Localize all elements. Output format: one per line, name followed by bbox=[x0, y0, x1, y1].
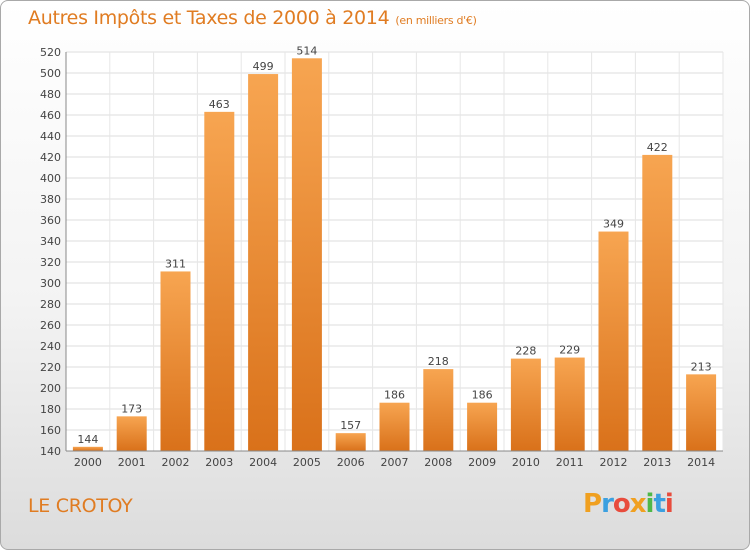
x-tick-label: 2013 bbox=[643, 456, 671, 469]
data-label: 499 bbox=[253, 60, 274, 73]
chart-title-text: Autres Impôts et Taxes de 2000 à 2014 bbox=[28, 7, 390, 29]
y-tick-label: 500 bbox=[40, 67, 61, 80]
x-tick-label: 2008 bbox=[424, 456, 452, 469]
bar bbox=[379, 402, 410, 451]
bar bbox=[248, 74, 279, 452]
y-tick-label: 140 bbox=[40, 445, 61, 458]
bar bbox=[423, 369, 454, 451]
chart-title: Autres Impôts et Taxes de 2000 à 2014 (en… bbox=[28, 7, 477, 29]
chart-subtitle: (en milliers d'€) bbox=[395, 14, 477, 27]
bar bbox=[160, 271, 191, 451]
y-tick-label: 360 bbox=[40, 214, 61, 227]
y-tick-label: 480 bbox=[40, 88, 61, 101]
y-tick-label: 240 bbox=[40, 340, 61, 353]
y-tick-label: 180 bbox=[40, 403, 61, 416]
x-tick-label: 2012 bbox=[600, 456, 628, 469]
y-tick-label: 460 bbox=[40, 109, 61, 122]
x-tick-label: 2009 bbox=[468, 456, 496, 469]
y-tick-label: 340 bbox=[40, 235, 61, 248]
y-tick-label: 380 bbox=[40, 193, 61, 206]
bar bbox=[598, 231, 629, 451]
x-tick-label: 2000 bbox=[74, 456, 102, 469]
bar bbox=[642, 154, 673, 451]
bar bbox=[335, 433, 366, 451]
x-tick-label: 2005 bbox=[293, 456, 321, 469]
x-tick-label: 2014 bbox=[687, 456, 715, 469]
data-label: 218 bbox=[428, 355, 449, 368]
x-tick-label: 2011 bbox=[556, 456, 584, 469]
bar bbox=[686, 374, 717, 451]
x-tick-label: 2004 bbox=[249, 456, 277, 469]
data-label: 157 bbox=[340, 419, 361, 432]
y-tick-label: 400 bbox=[40, 172, 61, 185]
bar bbox=[510, 358, 541, 451]
location-label: LE CROTOY bbox=[28, 495, 133, 517]
x-tick-label: 2006 bbox=[337, 456, 365, 469]
y-tick-label: 300 bbox=[40, 277, 61, 290]
bar bbox=[554, 357, 585, 451]
bar bbox=[72, 446, 103, 451]
y-tick-label: 520 bbox=[40, 46, 61, 59]
data-label: 422 bbox=[647, 141, 668, 154]
y-tick-label: 320 bbox=[40, 256, 61, 269]
data-label: 213 bbox=[691, 360, 712, 373]
data-label: 229 bbox=[559, 344, 580, 357]
bar bbox=[204, 111, 235, 451]
bar bbox=[467, 402, 498, 451]
bars bbox=[72, 58, 717, 452]
x-tick-label: 2007 bbox=[381, 456, 409, 469]
data-label: 228 bbox=[515, 345, 536, 358]
y-tick-label: 420 bbox=[40, 151, 61, 164]
data-label: 514 bbox=[296, 44, 317, 57]
bar bbox=[291, 58, 322, 452]
y-tick-label: 200 bbox=[40, 382, 61, 395]
x-tick-label: 2010 bbox=[512, 456, 540, 469]
x-tick-label: 2001 bbox=[118, 456, 146, 469]
y-tick-label: 160 bbox=[40, 424, 61, 437]
axes: 140 160 180 200 220 240 260 280 300 320 340 360 380 4… bbox=[40, 44, 723, 469]
bar bbox=[116, 416, 147, 451]
data-label: 173 bbox=[121, 402, 142, 415]
y-tick-label: 280 bbox=[40, 298, 61, 311]
data-label: 311 bbox=[165, 257, 186, 270]
data-label: 144 bbox=[77, 433, 98, 446]
data-label: 186 bbox=[472, 389, 493, 402]
proxiti-logo: Proxiti bbox=[583, 489, 674, 519]
x-tick-label: 2003 bbox=[205, 456, 233, 469]
y-tick-label: 440 bbox=[40, 130, 61, 143]
data-label: 349 bbox=[603, 218, 624, 231]
data-label: 463 bbox=[209, 98, 230, 111]
y-tick-label: 260 bbox=[40, 319, 61, 332]
x-tick-label: 2002 bbox=[162, 456, 190, 469]
y-tick-label: 220 bbox=[40, 361, 61, 374]
data-label: 186 bbox=[384, 389, 405, 402]
